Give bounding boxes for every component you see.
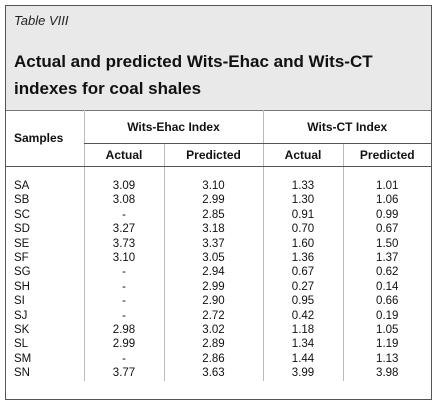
table-row: SE 3.73 3.37 1.60 1.50 [6,236,431,252]
data-table: Samples Wits-Ehac Index Wits-CT Index Ac… [6,110,431,381]
sample-cell: SJ [14,309,28,322]
ct-predicted-cell: 0.67 [342,222,431,237]
ct-predicted-cell: 1.19 [342,337,431,352]
sample-cell: SF [14,252,29,265]
ehac-actual-cell: - [83,294,164,309]
sample-cell: SN [14,367,30,380]
ct-predicted-cell: 1.01 [342,166,431,194]
table-row: SG -2.94 0.67 0.62 [6,265,431,280]
ehac-actual-cell: 2.99 [83,337,164,352]
sample-cell: SC [14,208,30,221]
table-row: SB 3.08 2.99 1.30 1.06 [6,193,431,208]
ct-actual-cell: 3.99 [262,366,343,381]
sample-cell: SL [14,338,29,351]
ehac-predicted-cell: 3.05 [163,251,263,266]
ehac-actual-cell: - [83,308,164,324]
ehac-predicted-cell: 2.99 [163,193,263,208]
ct-actual-cell: 1.44 [262,351,343,367]
table-row: SA 3.09 3.10 1.33 1.01 [6,166,431,194]
ehac-predicted-cell: 2.72 [163,308,263,324]
ct-actual-cell: 0.91 [262,207,343,223]
samples-header: Samples [6,110,84,167]
ct-predicted-cell: 0.14 [342,279,431,295]
ehac-predicted-cell: 3.37 [163,236,263,252]
ehac-predicted-cell: 3.02 [163,323,263,338]
ehac-predicted-cell: 3.10 [163,166,263,194]
ct-actual-cell: 0.95 [262,294,343,309]
ehac-actual-cell: - [83,265,164,280]
ehac-actual-cell: 2.98 [83,323,164,338]
ct-predicted-cell: 1.13 [342,351,431,367]
ct-actual-cell: 0.42 [262,308,343,324]
table-body: SA 3.09 3.10 1.33 1.01 SB 3.08 2.99 1.30 1.06 SC -2… [6,166,431,381]
ct-predicted-cell: 3.98 [342,366,431,381]
ct-actual-cell: 0.67 [262,265,343,280]
sample-cell: SE [14,237,30,250]
ehac-actual-cell: 3.27 [83,222,164,237]
ct-actual-cell: 0.27 [262,279,343,295]
table-row: SC -2.85 0.91 0.99 [6,207,431,223]
ehac-actual-cell: 3.77 [83,366,164,381]
sample-cell: SI [14,295,25,308]
ehac-predicted-header: Predicted [163,143,263,167]
table-row: SH -2.99 0.27 0.14 [6,279,431,295]
ct-actual-cell: 0.70 [262,222,343,237]
table-row: SJ -2.72 0.42 0.19 [6,308,431,324]
sample-cell: SA [14,180,30,192]
sample-cell: SH [14,280,30,293]
ct-predicted-cell: 0.99 [342,207,431,223]
ehac-actual-cell: 3.73 [83,236,164,252]
sample-cell: SB [14,194,30,207]
table-row: SK 2.98 3.02 1.18 1.05 [6,323,431,338]
ehac-predicted-cell: 2.86 [163,351,263,367]
ct-predicted-header: Predicted [342,143,431,167]
ct-predicted-cell: 1.50 [342,236,431,252]
ct-predicted-cell: 0.62 [342,265,431,280]
sample-cell: SG [14,266,31,279]
table-row: SM -2.86 1.44 1.13 [6,351,431,367]
ehac-actual-cell: 3.09 [83,166,164,194]
ct-actual-cell: 1.60 [262,236,343,252]
ehac-actual-cell: - [83,279,164,295]
table-row: SI -2.90 0.95 0.66 [6,294,431,309]
wits-ct-header: Wits-CT Index [262,110,431,144]
ehac-predicted-cell: 2.89 [163,337,263,352]
ct-predicted-cell: 0.19 [342,308,431,324]
ehac-predicted-cell: 2.99 [163,279,263,295]
ct-predicted-cell: 1.05 [342,323,431,338]
table-row: SD 3.27 3.18 0.70 0.67 [6,222,431,237]
table-row: SF 3.10 3.05 1.36 1.37 [6,251,431,266]
ct-actual-cell: 1.34 [262,337,343,352]
ct-predicted-cell: 0.66 [342,294,431,309]
ehac-predicted-cell: 3.63 [163,366,263,381]
ehac-actual-cell: 3.08 [83,193,164,208]
ct-actual-cell: 1.36 [262,251,343,266]
table-title: Actual and predicted Wits-Ehac and Wits-… [14,52,373,98]
table-row: SL 2.99 2.89 1.34 1.19 [6,337,431,352]
table-row: SN 3.77 3.63 3.99 3.98 [6,366,431,381]
ct-actual-header: Actual [262,143,343,167]
ehac-actual-cell: - [83,207,164,223]
ct-predicted-cell: 1.37 [342,251,431,266]
sample-cell: SK [14,324,30,337]
ehac-predicted-cell: 2.85 [163,207,263,223]
table-header-box: Table VIII Actual and predicted Wits-Eha… [6,6,431,111]
ct-actual-cell: 1.33 [262,166,343,194]
ehac-predicted-cell: 3.18 [163,222,263,237]
ehac-actual-cell: - [83,351,164,367]
sample-cell: SM [14,352,32,365]
table-label: Table VIII [14,13,69,28]
table-frame: Table VIII Actual and predicted Wits-Eha… [5,5,432,400]
ehac-predicted-cell: 2.90 [163,294,263,309]
ct-actual-cell: 1.18 [262,323,343,338]
ehac-actual-cell: 3.10 [83,251,164,266]
ct-actual-cell: 1.30 [262,193,343,208]
ehac-actual-header: Actual [83,143,164,167]
ehac-predicted-cell: 2.94 [163,265,263,280]
sample-cell: SD [14,223,30,236]
wits-ehac-header: Wits-Ehac Index [83,110,263,144]
ct-predicted-cell: 1.06 [342,193,431,208]
